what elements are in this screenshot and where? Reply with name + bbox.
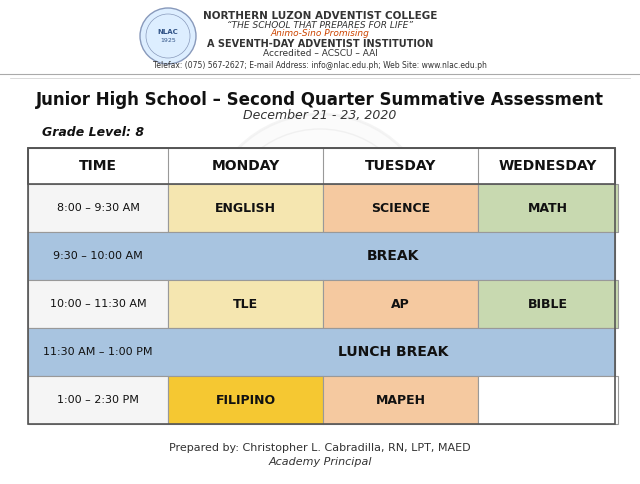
- Text: 1:00 – 2:30 PM: 1:00 – 2:30 PM: [57, 395, 139, 405]
- Text: AP: AP: [391, 298, 410, 311]
- Bar: [478, 184, 618, 232]
- Text: MONDAY: MONDAY: [211, 159, 280, 173]
- Bar: [478, 376, 618, 424]
- Circle shape: [205, 114, 435, 344]
- Bar: [28, 232, 615, 280]
- Text: TIME: TIME: [79, 159, 117, 173]
- Text: 1925: 1925: [160, 39, 176, 44]
- Text: MATH: MATH: [528, 201, 568, 214]
- Text: Junior High School – Second Quarter Summative Assessment: Junior High School – Second Quarter Summ…: [36, 91, 604, 109]
- Text: FOR LIFE: FOR LIFE: [289, 243, 351, 257]
- Text: December 21 - 23, 2020: December 21 - 23, 2020: [243, 108, 397, 121]
- Text: ENGLISH: ENGLISH: [215, 201, 276, 214]
- Text: NORTHERN LUZON ADVENTIST COLLEGE: NORTHERN LUZON ADVENTIST COLLEGE: [203, 11, 437, 21]
- Text: NLAC: NLAC: [157, 29, 179, 35]
- Text: “THE SCHOOL THAT PREPARES FOR LIFE”: “THE SCHOOL THAT PREPARES FOR LIFE”: [227, 20, 413, 30]
- Bar: [323, 184, 478, 232]
- Bar: [168, 184, 323, 232]
- Bar: [323, 376, 478, 424]
- Bar: [168, 376, 323, 424]
- Text: BREAK: BREAK: [367, 249, 419, 263]
- Bar: [28, 376, 168, 424]
- Text: Accredited – ACSCU – AAI: Accredited – ACSCU – AAI: [262, 48, 378, 58]
- Text: SCHOOL: SCHOOL: [275, 205, 365, 224]
- Text: Grade Level: 8: Grade Level: 8: [42, 125, 144, 138]
- Text: A SEVENTH-DAY ADVENTIST INSTITUTION: A SEVENTH-DAY ADVENTIST INSTITUTION: [207, 39, 433, 49]
- Text: WEDNESDAY: WEDNESDAY: [499, 159, 597, 173]
- Bar: [478, 280, 618, 328]
- Text: Academy Principal: Academy Principal: [268, 457, 372, 467]
- Text: TUESDAY: TUESDAY: [365, 159, 436, 173]
- Text: 10:00 – 11:30 AM: 10:00 – 11:30 AM: [50, 299, 147, 309]
- Bar: [323, 280, 478, 328]
- Text: 8:00 – 9:30 AM: 8:00 – 9:30 AM: [56, 203, 140, 213]
- Bar: [28, 328, 615, 376]
- Text: Prepared by: Christopher L. Cabradilla, RN, LPT, MAED: Prepared by: Christopher L. Cabradilla, …: [169, 443, 471, 453]
- Bar: [28, 148, 615, 424]
- Text: Animo-Sino Promising: Animo-Sino Promising: [271, 30, 369, 39]
- Text: SCIENCE: SCIENCE: [371, 201, 430, 214]
- Bar: [168, 280, 323, 328]
- Text: TLE: TLE: [233, 298, 258, 311]
- Bar: [28, 148, 615, 184]
- Text: 11:30 AM – 1:00 PM: 11:30 AM – 1:00 PM: [44, 347, 153, 357]
- Bar: [28, 184, 168, 232]
- Circle shape: [140, 8, 196, 64]
- Text: Telefax: (075) 567-2627; E-mail Address: info@nlac.edu.ph; Web Site: www.nlac.ed: Telefax: (075) 567-2627; E-mail Address:…: [153, 61, 487, 71]
- Text: BIBLE: BIBLE: [528, 298, 568, 311]
- Text: LUNCH BREAK: LUNCH BREAK: [338, 345, 448, 359]
- Text: MAPEH: MAPEH: [376, 393, 426, 407]
- Bar: [28, 148, 615, 184]
- Text: 9:30 – 10:00 AM: 9:30 – 10:00 AM: [53, 251, 143, 261]
- Text: THAT PREPARES: THAT PREPARES: [264, 227, 376, 241]
- Text: FILIPINO: FILIPINO: [216, 393, 276, 407]
- Bar: [28, 280, 168, 328]
